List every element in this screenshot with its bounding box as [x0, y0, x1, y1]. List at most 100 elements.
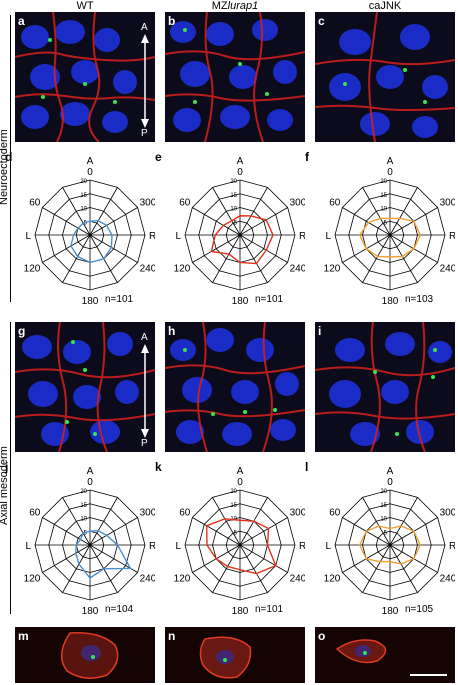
data-series-line — [75, 529, 132, 579]
radial-tick-label: 15 — [380, 503, 387, 509]
polar-svg: 5101520A0180PRL30024060120 — [324, 466, 455, 615]
angle-label-right: R — [149, 541, 155, 552]
panel-letter: h — [168, 324, 176, 338]
angle-label-left: L — [25, 541, 31, 552]
column-header-cajnk: caJNK — [315, 0, 455, 12]
angle-label-120: 120 — [324, 574, 341, 585]
grid-spoke — [62, 544, 91, 593]
angle-label-240: 240 — [140, 574, 155, 585]
panel-letter: i — [318, 324, 322, 338]
grid-spoke — [239, 544, 288, 573]
grid-spoke — [239, 234, 288, 263]
grid-spoke — [192, 207, 241, 236]
radial-tick-label: 10 — [230, 207, 237, 213]
panel-letter: j — [5, 460, 9, 474]
angle-label-180: 180 — [232, 296, 249, 305]
panel-letter: n — [168, 629, 176, 643]
angle-label-right: R — [449, 231, 455, 242]
radial-tick-label: 5 — [84, 220, 88, 226]
radial-tick-label: 10 — [380, 517, 387, 523]
grid-spoke — [89, 517, 138, 546]
grid-spoke — [362, 187, 391, 236]
panel-letter: f — [305, 150, 309, 164]
axis-label-posterior: P — [141, 128, 148, 139]
angle-label-120: 120 — [24, 574, 41, 585]
angle-label-300: 300 — [140, 508, 155, 519]
angle-label-0: 0 — [237, 477, 243, 488]
sample-size: n=101 — [255, 604, 284, 615]
axis-label-posterior: P — [141, 438, 148, 449]
grid-spoke — [389, 234, 418, 283]
grid-spoke — [89, 187, 118, 236]
column-header-gene: lurap1 — [227, 0, 259, 12]
angle-label-0: 0 — [387, 477, 393, 488]
grid-spoke — [362, 497, 391, 546]
angle-label-180: 180 — [382, 296, 399, 305]
grid-spoke — [239, 207, 288, 236]
angle-label-60: 60 — [29, 508, 41, 519]
sample-size: n=101 — [105, 294, 134, 305]
data-series-line — [205, 518, 277, 575]
polar-svg: 5101520A0180PRL30024060120 — [24, 156, 155, 305]
panel-letter: l — [305, 460, 309, 474]
angle-label-120: 120 — [324, 264, 341, 275]
angle-label-anterior: A — [387, 156, 394, 167]
row-divider-axial-mesoderm — [10, 322, 11, 614]
angle-label-left: L — [325, 231, 331, 242]
sample-size: n=103 — [405, 294, 434, 305]
grid-spoke — [89, 207, 138, 236]
polar-plot-d: 5101520A0180PRL30024060120 d n=101 — [5, 150, 155, 305]
sample-size: n=101 — [255, 294, 284, 305]
grid-spoke — [239, 234, 268, 283]
radial-tick-label: 5 — [234, 530, 238, 536]
sample-size: n=105 — [405, 604, 434, 615]
radial-tick-label: 10 — [80, 207, 87, 213]
panel-letter: g — [18, 324, 26, 338]
radial-tick-label: 15 — [80, 503, 87, 509]
ap-axis-arrow — [141, 34, 149, 128]
panel-letter: b — [168, 14, 176, 28]
grid-spoke — [212, 234, 241, 283]
polar-svg: 5101520A0180PRL30024060120 — [174, 466, 305, 615]
angle-label-120: 120 — [174, 264, 191, 275]
panel-letter: a — [18, 14, 25, 28]
micrograph-b: b — [165, 12, 305, 142]
grid-spoke — [62, 187, 91, 236]
angle-label-right: R — [299, 231, 305, 242]
grid-spoke — [212, 544, 241, 593]
column-header-label: caJNK — [368, 0, 402, 12]
polar-plot-f: 5101520A0180PRL30024060120 f n=103 — [305, 150, 455, 305]
angle-label-0: 0 — [87, 477, 93, 488]
panel-letter: m — [18, 629, 29, 643]
polar-svg: 5101520A0180PRL30024060120 — [174, 156, 305, 305]
angle-label-0: 0 — [387, 167, 393, 178]
radial-tick-label: 15 — [380, 193, 387, 199]
micrograph-c: c — [315, 12, 455, 142]
radial-tick-label: 5 — [384, 530, 388, 536]
ap-axis-arrow — [141, 344, 149, 438]
panel-letter: e — [155, 150, 162, 164]
angle-label-240: 240 — [440, 574, 455, 585]
grid-spoke — [389, 187, 418, 236]
angle-label-300: 300 — [290, 198, 305, 209]
radial-tick-label: 15 — [80, 193, 87, 199]
axis-label-anterior: A — [141, 22, 148, 33]
angle-label-180: 180 — [232, 606, 249, 615]
grid-spoke — [42, 234, 91, 263]
panel-letter: c — [318, 14, 325, 28]
angle-label-180: 180 — [382, 606, 399, 615]
grid-spoke — [362, 544, 391, 593]
radial-tick-label: 15 — [230, 503, 237, 509]
angle-label-left: L — [325, 541, 331, 552]
radial-tick-label: 5 — [234, 220, 238, 226]
grid-spoke — [42, 544, 91, 573]
angle-label-300: 300 — [440, 508, 455, 519]
grid-spoke — [192, 234, 241, 263]
angle-label-anterior: A — [387, 466, 394, 477]
column-header-wt: WT — [15, 0, 155, 12]
data-series-line — [358, 217, 422, 258]
radial-tick-label: 5 — [84, 530, 88, 536]
radial-tick-label: 20 — [380, 179, 387, 185]
micrograph-m: m — [15, 627, 155, 683]
panel-letter: d — [5, 150, 13, 164]
